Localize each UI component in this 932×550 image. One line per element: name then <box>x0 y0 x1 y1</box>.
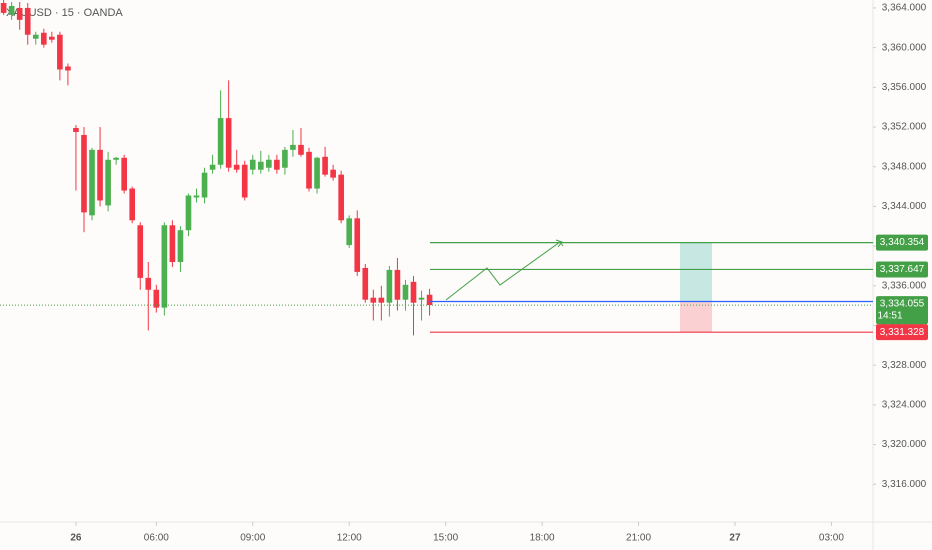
y-tick-label: 3,364.000 <box>882 3 927 14</box>
candle-body <box>225 118 232 168</box>
current-price-label: 3,334.055 <box>880 299 925 310</box>
candle-body <box>386 269 393 303</box>
candle-body <box>338 174 344 221</box>
x-tick-label: 12:00 <box>337 533 362 544</box>
y-tick-label: 3,324.000 <box>882 400 927 411</box>
candle-body <box>426 294 433 306</box>
y-tick-label: 3,356.000 <box>882 82 927 93</box>
x-tick-label: 27 <box>729 533 741 544</box>
candle-body <box>161 225 168 308</box>
price-label: 3,337.647 <box>880 264 925 275</box>
candle-body <box>314 157 320 189</box>
y-tick-label: 3,328.000 <box>882 360 927 371</box>
candle-body <box>201 172 208 198</box>
y-tick-label: 3,344.000 <box>882 201 927 212</box>
x-tick-label: 09:00 <box>240 533 265 544</box>
candle-body <box>40 32 47 45</box>
candle-body <box>266 159 272 168</box>
candle-body <box>298 144 304 155</box>
candle-body <box>169 225 176 262</box>
candle-body <box>418 297 425 300</box>
candle-body <box>0 2 7 13</box>
price-label: 3,340.354 <box>880 237 925 248</box>
plot-area <box>0 0 433 336</box>
candle-body <box>290 144 296 150</box>
candle-body <box>233 164 240 170</box>
x-tick-label: 03:00 <box>819 533 844 544</box>
candle-body <box>73 128 79 132</box>
candle-body <box>378 297 385 303</box>
candle-body <box>370 297 377 303</box>
candle-body <box>217 118 224 165</box>
candle-body <box>49 36 55 40</box>
candle-body <box>282 149 288 168</box>
candle-body <box>354 218 361 272</box>
countdown-label: 14:51 <box>877 311 902 322</box>
candle-body <box>346 218 353 246</box>
y-tick-label: 3,320.000 <box>882 439 927 450</box>
candle-body <box>274 159 280 170</box>
profit-zone <box>680 242 712 302</box>
candle-body <box>257 161 264 170</box>
candle-body <box>402 284 409 300</box>
candle-body <box>249 159 256 170</box>
candle-body <box>153 289 160 308</box>
price-label-box <box>876 324 928 341</box>
y-tick-label: 3,316.000 <box>882 479 927 490</box>
candle-body <box>89 149 95 216</box>
chart-title: XAUUSD · 15 · OANDA <box>6 7 123 19</box>
candle-body <box>113 157 119 160</box>
x-tick-label: 18:00 <box>530 533 555 544</box>
current-price-box <box>876 296 928 325</box>
candle-body <box>330 169 336 178</box>
candle-body <box>241 164 248 198</box>
x-tick-label: 26 <box>70 533 82 544</box>
candle-body <box>105 159 111 206</box>
candle-body <box>322 156 328 175</box>
candle-body <box>185 195 192 231</box>
candle-body <box>145 277 152 290</box>
candle-body <box>97 149 103 201</box>
candle-body <box>81 134 87 213</box>
candle-body <box>65 66 71 71</box>
y-tick-label: 3,352.000 <box>882 122 927 133</box>
x-tick-label: 06:00 <box>144 533 169 544</box>
candle-body <box>193 195 200 198</box>
price-label: 3,331.328 <box>880 327 925 338</box>
y-tick-label: 3,336.000 <box>882 280 927 291</box>
candle-body <box>121 157 127 191</box>
price-label-box <box>876 234 928 251</box>
candle-body <box>362 267 369 300</box>
loss-zone <box>680 301 712 333</box>
candle-body <box>24 7 31 35</box>
candle-body <box>177 230 184 262</box>
x-tick-label: 15:00 <box>433 533 458 544</box>
x-tick-label: 21:00 <box>626 533 651 544</box>
candle-body <box>137 225 144 278</box>
candle-body <box>306 151 312 189</box>
candle-body <box>209 164 216 170</box>
candle-body <box>8 5 15 15</box>
candle-body <box>57 34 63 70</box>
candle-body <box>32 34 39 39</box>
y-tick-label: 3,348.000 <box>882 161 927 172</box>
candle-body <box>394 269 401 300</box>
y-tick-label: 3,360.000 <box>882 42 927 53</box>
price-label-box <box>876 261 928 278</box>
candle-body <box>410 281 417 303</box>
candle-body <box>16 7 23 20</box>
candle-body <box>129 188 136 221</box>
